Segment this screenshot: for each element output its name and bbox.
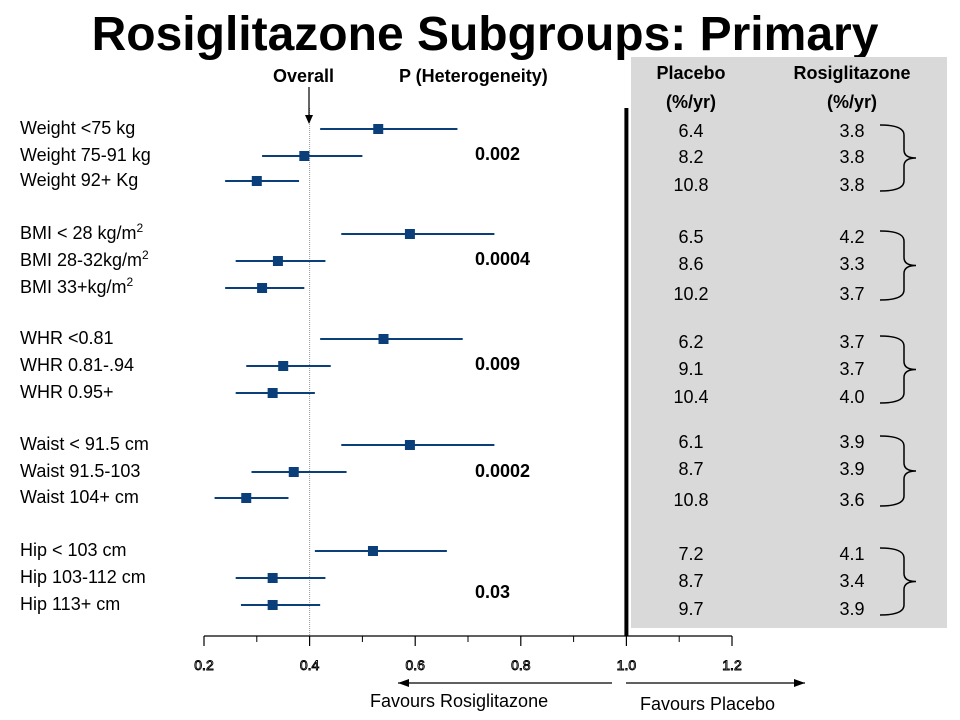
rosiglitazone-rate: 3.8 bbox=[839, 175, 865, 195]
estimate-marker bbox=[257, 283, 268, 293]
rosiglitazone-rate: 4.1 bbox=[839, 544, 865, 564]
estimate-marker bbox=[267, 573, 278, 583]
estimate-marker bbox=[373, 124, 384, 134]
subgroup-label: Hip < 103 cm bbox=[20, 540, 127, 560]
estimate-marker bbox=[404, 440, 415, 450]
placebo-rate: 9.1 bbox=[678, 359, 704, 379]
estimate-marker bbox=[367, 546, 378, 556]
p-heterogeneity-value: 0.0002 bbox=[475, 461, 531, 481]
placebo-rate: 7.2 bbox=[678, 544, 704, 564]
x-tick-label: 1.2 bbox=[722, 657, 742, 674]
estimate-marker bbox=[241, 493, 252, 503]
subgroup-label: WHR 0.81-.94 bbox=[20, 355, 135, 375]
rates-panel bbox=[631, 57, 947, 628]
group-brace bbox=[879, 435, 917, 507]
p-heterogeneity-header: P (Heterogeneity) bbox=[399, 66, 548, 86]
x-tick-label: 0.8 bbox=[511, 657, 531, 674]
placebo-header: Placebo bbox=[656, 63, 726, 83]
overall-header: Overall bbox=[273, 66, 335, 86]
subgroup-label: BMI < 28 kg/m2 bbox=[20, 221, 144, 243]
subgroup-label: Waist 91.5-103 bbox=[20, 461, 141, 481]
rosiglitazone-rate: 3.8 bbox=[839, 121, 865, 141]
subgroup-label: Weight 92+ Kg bbox=[20, 170, 139, 190]
x-tick-label: 1.0 bbox=[616, 657, 637, 674]
subgroup-label: Waist 104+ cm bbox=[20, 487, 139, 507]
subgroup-label: Hip 113+ cm bbox=[20, 594, 121, 614]
superscript: 2 bbox=[142, 248, 149, 262]
rosiglitazone-unit-header: (%/yr) bbox=[826, 92, 877, 112]
x-tick-label: 0.4 bbox=[299, 657, 320, 674]
subgroup-label: Weight <75 kg bbox=[20, 118, 136, 138]
estimate-marker bbox=[378, 334, 389, 344]
page-title: Rosiglitazone Subgroups: Primary bbox=[91, 8, 879, 61]
estimate-marker bbox=[404, 229, 415, 239]
rosiglitazone-rate: 3.7 bbox=[839, 332, 865, 352]
subgroup-label: Hip 103-112 cm bbox=[20, 567, 146, 587]
placebo-rate: 10.8 bbox=[673, 175, 709, 195]
placebo-unit-header: (%/yr) bbox=[665, 92, 716, 112]
favours-rosiglitazone-label: Favours Rosiglitazone bbox=[370, 691, 549, 711]
x-tick-label: 0.6 bbox=[405, 657, 425, 674]
estimate-marker bbox=[272, 256, 283, 266]
placebo-rate: 10.2 bbox=[673, 284, 709, 304]
superscript: 2 bbox=[126, 275, 134, 289]
favours-placebo-arrow-head bbox=[794, 679, 805, 687]
estimate-marker bbox=[278, 361, 289, 371]
rosiglitazone-header: Rosiglitazone bbox=[793, 63, 911, 83]
p-heterogeneity-value: 0.03 bbox=[475, 582, 511, 602]
estimate-marker bbox=[288, 467, 299, 477]
subgroup-label: Weight 75-91 kg bbox=[20, 145, 151, 165]
x-tick-label: 0.2 bbox=[194, 657, 214, 674]
estimate-marker bbox=[267, 600, 278, 610]
favours-rosiglitazone-arrow-head bbox=[398, 679, 409, 687]
estimate-marker bbox=[251, 176, 262, 186]
rosiglitazone-rate: 4.2 bbox=[839, 227, 865, 247]
group-brace bbox=[879, 547, 917, 616]
rosiglitazone-rate: 3.9 bbox=[839, 599, 865, 619]
placebo-rate: 10.4 bbox=[673, 387, 709, 407]
subgroup-label: BMI 28-32kg/m2 bbox=[20, 248, 149, 270]
placebo-rate: 6.5 bbox=[678, 227, 704, 247]
p-heterogeneity-value: 0.009 bbox=[475, 354, 521, 374]
estimate-marker bbox=[267, 388, 278, 398]
superscript: 2 bbox=[136, 221, 144, 235]
placebo-rate: 6.2 bbox=[678, 332, 704, 352]
subgroup-label: WHR <0.81 bbox=[20, 328, 114, 348]
rosiglitazone-rate: 3.9 bbox=[839, 459, 865, 479]
placebo-rate: 6.4 bbox=[678, 121, 704, 141]
subgroup-label: Waist < 91.5 cm bbox=[20, 434, 149, 454]
placebo-rate: 8.6 bbox=[678, 254, 704, 274]
favours-placebo-label: Favours Placebo bbox=[640, 694, 776, 714]
p-heterogeneity-value: 0.0004 bbox=[475, 249, 531, 269]
placebo-rate: 8.7 bbox=[678, 571, 704, 591]
group-brace bbox=[879, 230, 917, 301]
p-heterogeneity-value: 0.002 bbox=[475, 144, 521, 164]
group-brace bbox=[879, 335, 917, 404]
rosiglitazone-rate: 3.7 bbox=[839, 359, 865, 379]
placebo-rate: 10.8 bbox=[673, 490, 709, 510]
rosiglitazone-rate: 3.3 bbox=[839, 254, 865, 274]
placebo-rate: 8.2 bbox=[678, 147, 704, 167]
placebo-rate: 6.1 bbox=[678, 432, 704, 452]
group-brace bbox=[879, 124, 917, 192]
subgroup-label: WHR 0.95+ bbox=[20, 382, 114, 402]
rosiglitazone-rate: 3.4 bbox=[839, 571, 865, 591]
placebo-rate: 8.7 bbox=[678, 459, 704, 479]
rosiglitazone-rate: 3.7 bbox=[839, 284, 865, 304]
rosiglitazone-rate: 3.8 bbox=[839, 147, 865, 167]
rosiglitazone-rate: 3.6 bbox=[839, 490, 865, 510]
rosiglitazone-rate: 4.0 bbox=[839, 387, 865, 407]
rosiglitazone-rate: 3.9 bbox=[839, 432, 865, 452]
estimate-marker bbox=[299, 151, 310, 161]
placebo-rate: 9.7 bbox=[678, 599, 704, 619]
overall-arrow-head bbox=[305, 115, 313, 124]
subgroup-label: BMI 33+kg/m2 bbox=[20, 275, 134, 297]
